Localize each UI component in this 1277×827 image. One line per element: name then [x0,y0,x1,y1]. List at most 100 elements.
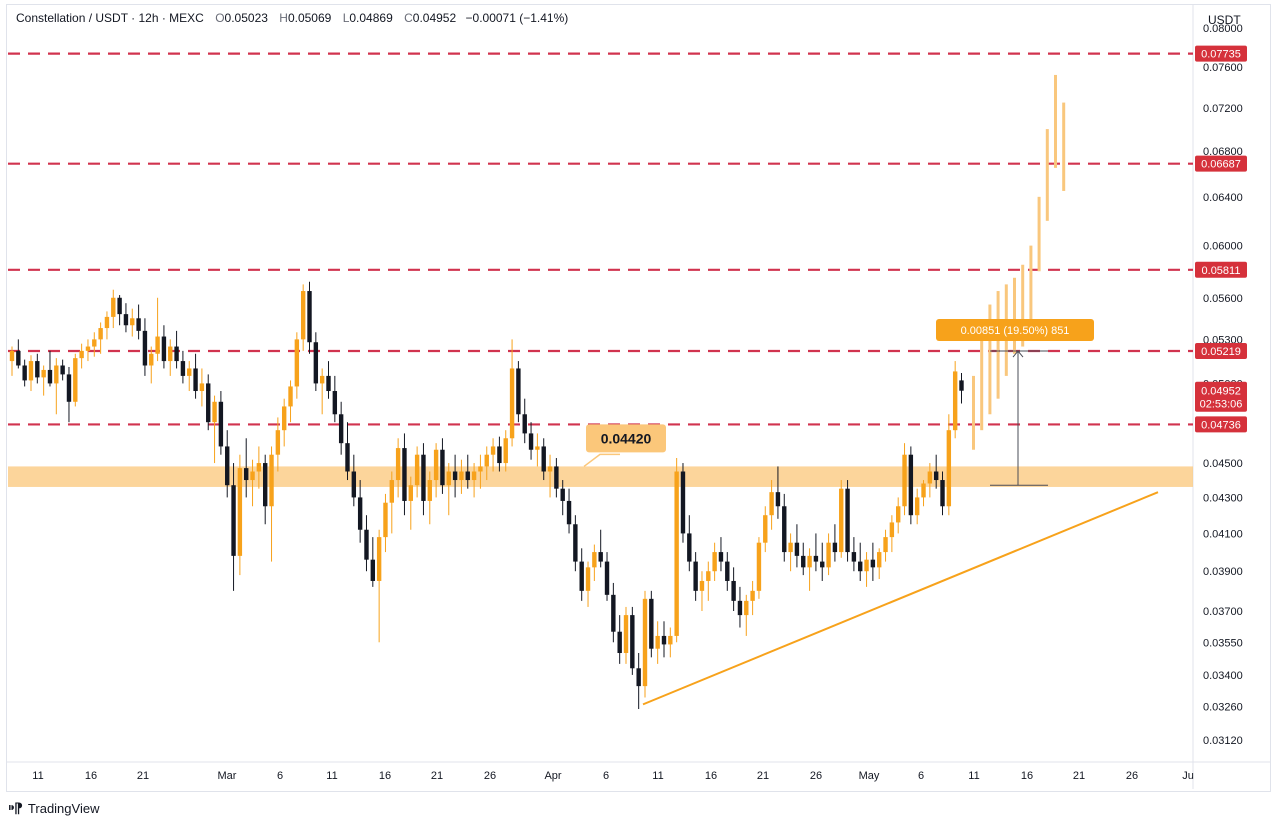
candle [130,308,135,337]
candle-body [573,524,578,562]
candle-body [649,598,654,649]
price-tick-label: 0.06400 [1203,192,1243,204]
candle-body [516,368,521,415]
tradingview-brand[interactable]: ⁍⁋ TradingView [8,800,99,817]
candle [22,359,27,387]
candle [47,350,53,387]
candle-body [560,488,565,501]
symbol-title[interactable]: Constellation / USDT · 12h · MEXC [16,11,204,25]
candle-body [712,552,717,572]
candle-body [104,316,110,329]
candle [642,590,648,698]
support-label-box [586,424,666,453]
candle [763,506,768,553]
level-price-tag [1195,261,1247,278]
candle [737,586,743,628]
candle [452,454,458,498]
candle [225,430,230,498]
candle [54,358,59,415]
candle [623,606,629,664]
candle [832,524,838,562]
candle-body [149,353,154,366]
candle [788,533,793,572]
candle-body [130,318,135,326]
candle-body [294,339,300,387]
candle [750,580,755,616]
candle [718,537,724,572]
close-label: C [404,11,413,25]
candle-body [756,542,762,591]
level-price-tag-text: 0.05811 [1202,265,1241,277]
open-value: 0.05023 [224,11,268,25]
time-tick-label: 11 [652,770,663,782]
candle-body [845,488,850,553]
candle-body [826,542,831,568]
candle [174,330,179,369]
projection-bar [988,304,992,415]
close-value: 0.04952 [412,11,457,25]
candle-body [718,552,724,562]
candle-body [85,346,91,351]
candle [933,454,939,489]
time-tick-label: 21 [757,770,769,782]
price-tick-label: 0.07600 [1203,62,1243,74]
candle [275,417,281,472]
measure-callout [936,319,1094,342]
candle-body [706,571,711,581]
candle-body [655,635,660,649]
candle [433,443,439,498]
level-price-tag-text: 0.05219 [1201,346,1241,358]
candle [490,438,496,472]
candle-body [41,369,46,378]
candle-body [395,448,401,481]
candle [497,436,502,472]
candle [889,515,895,553]
candle [41,365,46,396]
candle [319,368,325,415]
candle-body [870,559,876,568]
candle-body [611,594,616,632]
projection-bar [1045,129,1049,221]
candle [414,446,420,498]
candle [402,433,407,516]
candle [187,361,192,392]
candle [547,454,553,498]
candle [446,463,451,516]
currency-label[interactable]: USDT [1208,13,1241,27]
candle-body [693,561,698,591]
candle [775,466,781,519]
candle [794,524,800,568]
candle [484,446,489,481]
candle [687,515,692,572]
candle-body [28,361,34,381]
candle [136,304,141,340]
candle-body [554,466,559,489]
projection-bar [1029,245,1033,326]
time-tick-label: 26 [1126,770,1138,782]
candle-body [642,598,648,687]
price-tick-label: 0.03400 [1203,670,1243,682]
candle-body [896,506,901,523]
time-tick-label: 11 [968,770,979,782]
candle [959,373,964,404]
candle-body [744,600,749,616]
candle [288,380,293,423]
candle-body [668,635,673,645]
candle [351,454,357,507]
candle-body [769,492,774,516]
candle-body [79,350,84,359]
candle [908,446,914,525]
candle-body [946,430,952,507]
candle [263,454,268,525]
symbol-header: Constellation / USDT · 12h · MEXC O0.050… [16,11,568,25]
candle-body [490,446,496,455]
price-tick-label: 0.04300 [1203,492,1243,504]
candle [161,325,167,369]
candle [921,480,926,507]
candle [471,463,477,498]
candle-body [231,485,236,556]
candle [218,391,224,455]
candle-body [117,297,122,315]
candle [611,582,616,643]
